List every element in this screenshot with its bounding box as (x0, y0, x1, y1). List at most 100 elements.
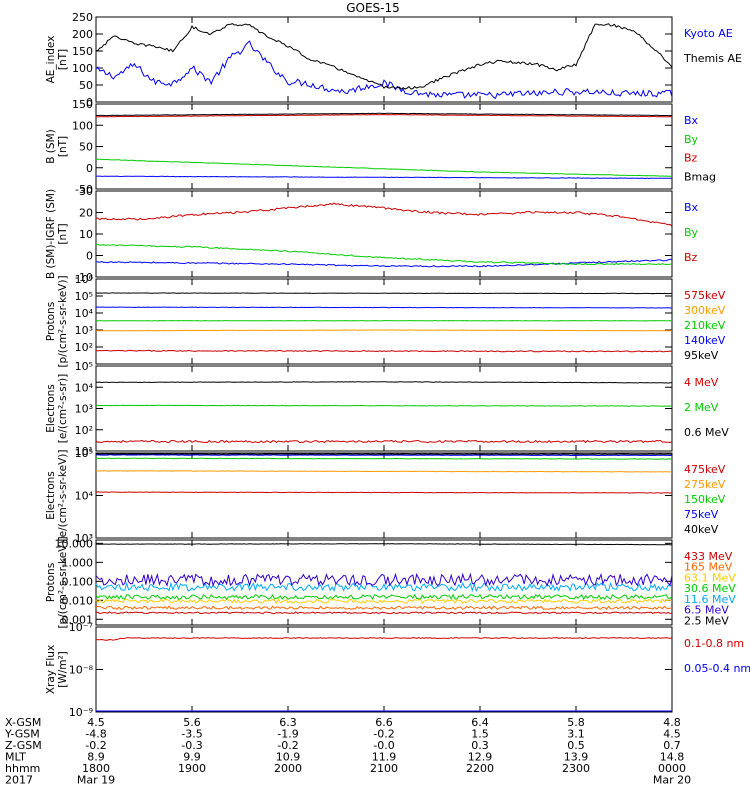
ephemeris-value: 5.8 (567, 716, 585, 729)
y-axis-label-line1: Xray Flux (45, 645, 57, 694)
legend-label: 475keV (684, 463, 726, 476)
series-line-2-4 (95, 112, 673, 117)
panel-frame (95, 190, 673, 278)
ephemeris-value: 6.4 (471, 716, 489, 729)
series-line-4-2 (95, 329, 672, 332)
legend-label: Bz (684, 152, 698, 165)
legend-label: 30.6 MeV (684, 582, 736, 595)
y-axis-label-line1: B (SM) (45, 129, 57, 163)
series-line-6-4 (95, 454, 673, 457)
y-axis-label-line1: Electrons (45, 471, 57, 520)
legend-label: 575keV (684, 289, 726, 302)
series-line-6-2 (95, 470, 673, 473)
panel-6: 10³ 10⁴ 10⁵ Electrons [e/(cm²-s-sr-keV)] 475k… (45, 447, 726, 545)
y-axis-label-line2: [nT] (57, 223, 69, 244)
ephemeris-value: 0.3 (471, 739, 489, 752)
ephemeris-value: 2000 (274, 762, 302, 775)
series-line-2-1 (95, 175, 673, 180)
y-axis-label-line2: [nT] (57, 49, 69, 70)
y-axis-label-line1: Protons (45, 563, 57, 602)
y-tick-label: -50 (75, 183, 93, 196)
y-axis-label: AE_index [nT] (45, 36, 69, 84)
y-tick-label: 10⁴ (75, 490, 94, 503)
legend-label: 275keV (684, 478, 726, 491)
ephemeris-value: -4.8 (85, 728, 106, 741)
panel-frame (95, 452, 673, 539)
ephemeris-row-label: hhmm (5, 762, 40, 775)
y-tick-label: 10³ (75, 403, 93, 416)
y-tick-label: 150 (72, 45, 93, 58)
y-axis-label-line2: [p/(cm²-s-sr-keV)] (57, 275, 69, 367)
legend-label: 0.1-0.8 nm (684, 637, 744, 650)
panel-frame (95, 626, 673, 713)
y-tick-label: 10⁻⁹ (69, 706, 93, 719)
series-line-4-1 (95, 349, 673, 353)
series-line-3-3 (95, 202, 673, 227)
series-line-7-2 (95, 605, 672, 611)
y-axis-label-line1: Electrons (45, 384, 57, 433)
legend-label: 63.1 MeV (684, 571, 736, 584)
ephemeris-value: 6.3 (279, 716, 297, 729)
series-line-1-2 (95, 23, 673, 90)
ephemeris-table: X-GSM 4.5 5.6 6.3 6.6 6.4 5.8 4.8Y-GSM -4.8 -3.5-… (4, 716, 691, 787)
ephemeris-value: 0000 (658, 762, 686, 775)
y-tick-label: 0 (86, 250, 93, 263)
ephemeris-value: 0.7 (663, 739, 681, 752)
y-axis-label: B (SM)-IGRF (SM) [nT] (45, 189, 69, 279)
ephemeris-value: -0.0 (373, 739, 394, 752)
ephemeris-value: -0.2 (277, 739, 298, 752)
series-line-4-5 (95, 292, 672, 295)
y-axis-label-line2: [e/(cm²-s-sr)] (57, 374, 69, 443)
legend-label: 40keV (684, 523, 719, 536)
panel-5: 10¹ 10² 10³ 10⁴ 10⁵ Electrons [e/(cm²-s-sr)] 4 … (45, 360, 729, 458)
ephemeris-row-label: MLT (5, 751, 26, 764)
y-tick-label: 10¹ (75, 445, 93, 458)
panel-frame (95, 365, 673, 452)
ephemeris-value: -0.2 (373, 728, 394, 741)
ephemeris-value: 2200 (466, 762, 494, 775)
ephemeris-row-label: Z-GSM (5, 739, 42, 752)
y-tick-label: -10 (75, 271, 93, 284)
ephemeris-value: 6.6 (375, 716, 393, 729)
legend-label: 75keV (684, 508, 719, 521)
y-tick-label: 10 (79, 228, 93, 241)
ephemeris-value: 12.9 (468, 751, 493, 764)
y-tick-label: 0.010 (62, 594, 94, 607)
ephemeris-value: 14.8 (660, 751, 685, 764)
y-tick-label: 100 (72, 62, 93, 75)
legend-label: 0.05-0.4 nm (684, 662, 750, 675)
y-tick-label: 10⁻⁸ (69, 664, 94, 677)
y-axis-label: Protons [p/(cm²-s-sr-keV)] (45, 275, 69, 367)
y-axis-label-line2: [W/m²] (57, 651, 69, 688)
legend-label: 4 MeV (684, 376, 719, 389)
ephemeris-value: -3.5 (181, 728, 202, 741)
ephemeris-value: Mar 19 (77, 774, 115, 787)
y-axis-label-line1: Protons (45, 302, 57, 341)
legend-label: 210keV (684, 319, 726, 332)
y-tick-label: 10⁴ (75, 307, 94, 320)
ephemeris-value: 8.9 (87, 751, 105, 764)
y-tick-label: 10² (75, 341, 93, 354)
legend-label: 140keV (684, 334, 726, 347)
legend-label: Bmag (684, 170, 716, 183)
panel-3: -10 0 10 20 30 B (SM)-IGRF (SM) [nT] Bx By Bz (45, 185, 699, 284)
ephemeris-value: 4.8 (663, 716, 681, 729)
y-tick-label: 0 (86, 162, 93, 175)
legend-label: 300keV (684, 304, 726, 317)
ephemeris-value: 4.5 (87, 716, 105, 729)
series-line-1-1 (95, 40, 673, 100)
ephemeris-value: 5.6 (183, 716, 201, 729)
y-tick-label: 20 (79, 207, 93, 220)
series-line-5-2 (95, 404, 673, 407)
y-axis-label: Electrons [e/(cm²-s-sr-keV)] (45, 450, 69, 542)
legend-label: By (684, 133, 699, 146)
series-line-7-6 (95, 572, 673, 588)
y-tick-label: 0.100 (62, 575, 94, 588)
ephemeris-value: Mar 20 (653, 774, 691, 787)
y-axis-label-line1: AE_index (45, 36, 57, 84)
legend-label: Themis AE (683, 52, 742, 65)
y-axis-label-line2: [e/(cm²-s-sr-keV)] (57, 450, 69, 542)
